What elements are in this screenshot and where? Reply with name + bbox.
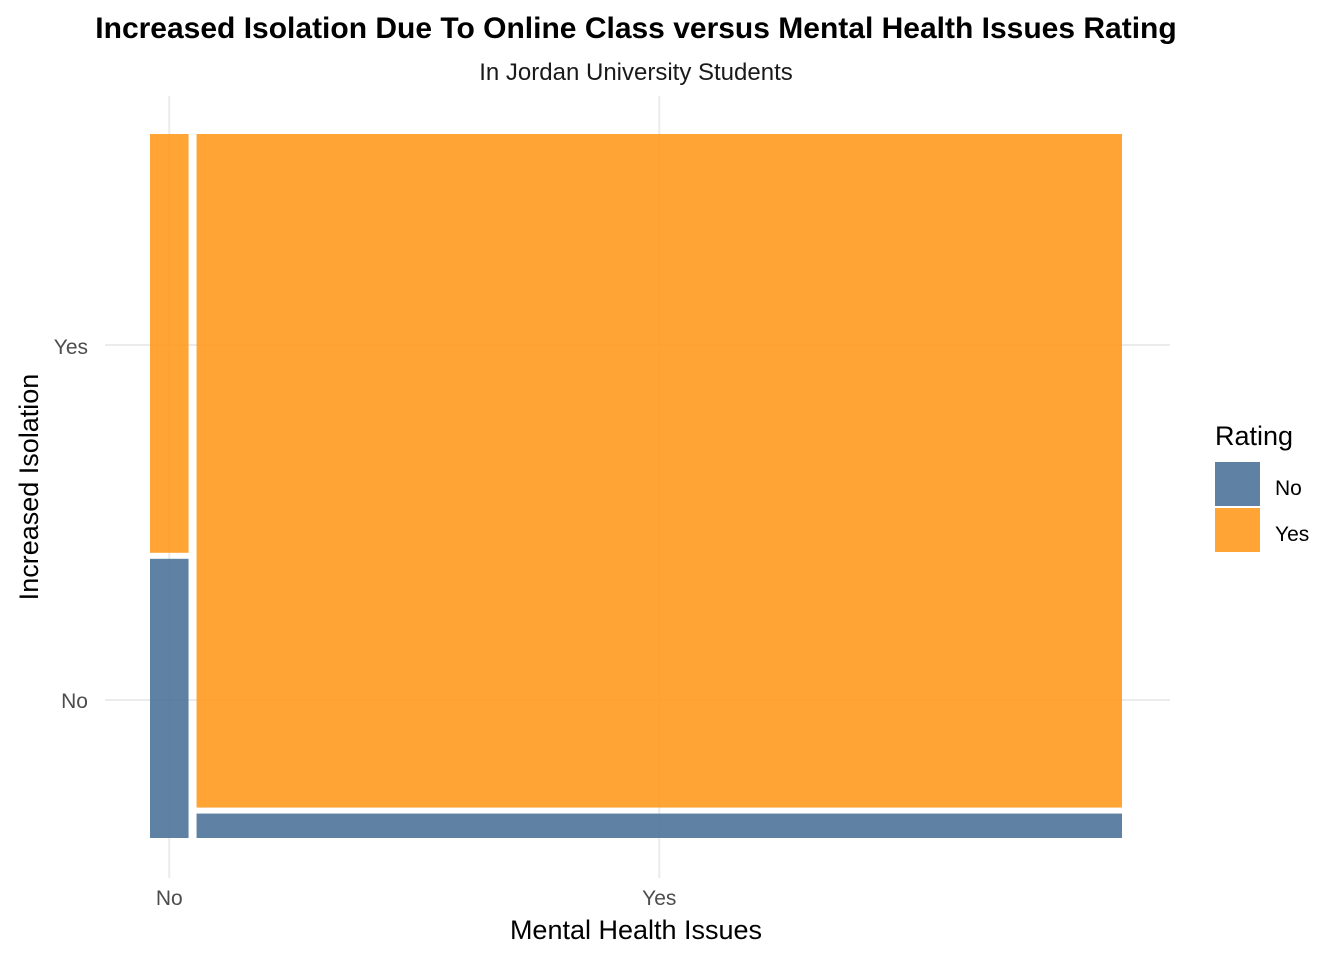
legend-title: Rating — [1215, 421, 1293, 451]
tile-mental-yes-rating-no — [196, 813, 1122, 838]
y-tick-label-yes: Yes — [54, 336, 88, 359]
legend: Rating No Yes — [1215, 421, 1309, 552]
y-tick-label-no: No — [61, 690, 88, 713]
legend-label-yes: Yes — [1275, 523, 1309, 546]
x-axis-label: Mental Health Issues — [510, 915, 762, 945]
y-axis-label: Increased Isolation — [14, 374, 44, 601]
tile-mental-yes-rating-yes — [196, 134, 1122, 808]
legend-label-no: No — [1275, 477, 1302, 500]
mosaic-tiles — [150, 134, 1122, 838]
x-tick-label-yes: Yes — [642, 887, 676, 910]
tile-mental-no-rating-yes — [150, 134, 189, 553]
x-tick-label-no: No — [156, 887, 183, 910]
legend-key-yes — [1215, 508, 1260, 552]
chart-subtitle: In Jordan University Students — [479, 59, 793, 86]
chart-title: Increased Isolation Due To Online Class … — [95, 12, 1176, 45]
tile-mental-no-rating-no — [150, 558, 189, 838]
legend-key-no — [1215, 462, 1260, 506]
